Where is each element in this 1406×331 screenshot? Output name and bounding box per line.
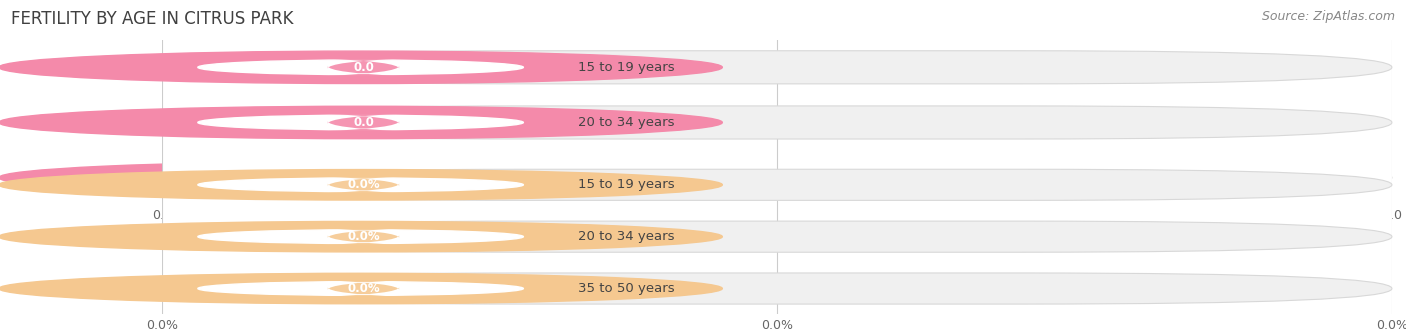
FancyBboxPatch shape [91, 173, 636, 197]
FancyBboxPatch shape [91, 165, 636, 190]
Circle shape [0, 106, 723, 139]
FancyBboxPatch shape [162, 51, 1392, 84]
Text: 0.0: 0.0 [353, 171, 374, 184]
Text: 0.0%: 0.0% [347, 230, 380, 243]
Circle shape [198, 230, 523, 244]
Circle shape [198, 115, 523, 130]
FancyBboxPatch shape [162, 169, 1392, 200]
Circle shape [198, 178, 523, 192]
FancyBboxPatch shape [162, 106, 1392, 139]
FancyBboxPatch shape [91, 277, 636, 300]
Text: 15 to 19 years: 15 to 19 years [578, 61, 675, 74]
FancyBboxPatch shape [91, 55, 636, 80]
FancyBboxPatch shape [162, 161, 1392, 194]
Text: 0.0%: 0.0% [347, 282, 380, 295]
Text: FERTILITY BY AGE IN CITRUS PARK: FERTILITY BY AGE IN CITRUS PARK [11, 10, 294, 28]
Text: 15 to 19 years: 15 to 19 years [578, 178, 675, 191]
Text: 0.0: 0.0 [353, 116, 374, 129]
Circle shape [0, 51, 723, 83]
Text: 20 to 34 years: 20 to 34 years [578, 116, 673, 129]
FancyBboxPatch shape [162, 221, 1392, 252]
Circle shape [198, 282, 523, 295]
Text: 0.0: 0.0 [353, 61, 374, 74]
Circle shape [0, 162, 723, 194]
Text: 35 to 50 years: 35 to 50 years [578, 282, 675, 295]
Circle shape [198, 170, 523, 185]
Circle shape [0, 169, 723, 200]
Circle shape [198, 60, 523, 74]
FancyBboxPatch shape [162, 273, 1392, 304]
Text: Source: ZipAtlas.com: Source: ZipAtlas.com [1261, 10, 1395, 23]
Text: 35 to 50 years: 35 to 50 years [578, 171, 675, 184]
Text: 0.0%: 0.0% [347, 178, 380, 191]
Text: 20 to 34 years: 20 to 34 years [578, 230, 673, 243]
Circle shape [0, 221, 723, 252]
FancyBboxPatch shape [91, 225, 636, 248]
Circle shape [0, 273, 723, 304]
FancyBboxPatch shape [91, 110, 636, 135]
